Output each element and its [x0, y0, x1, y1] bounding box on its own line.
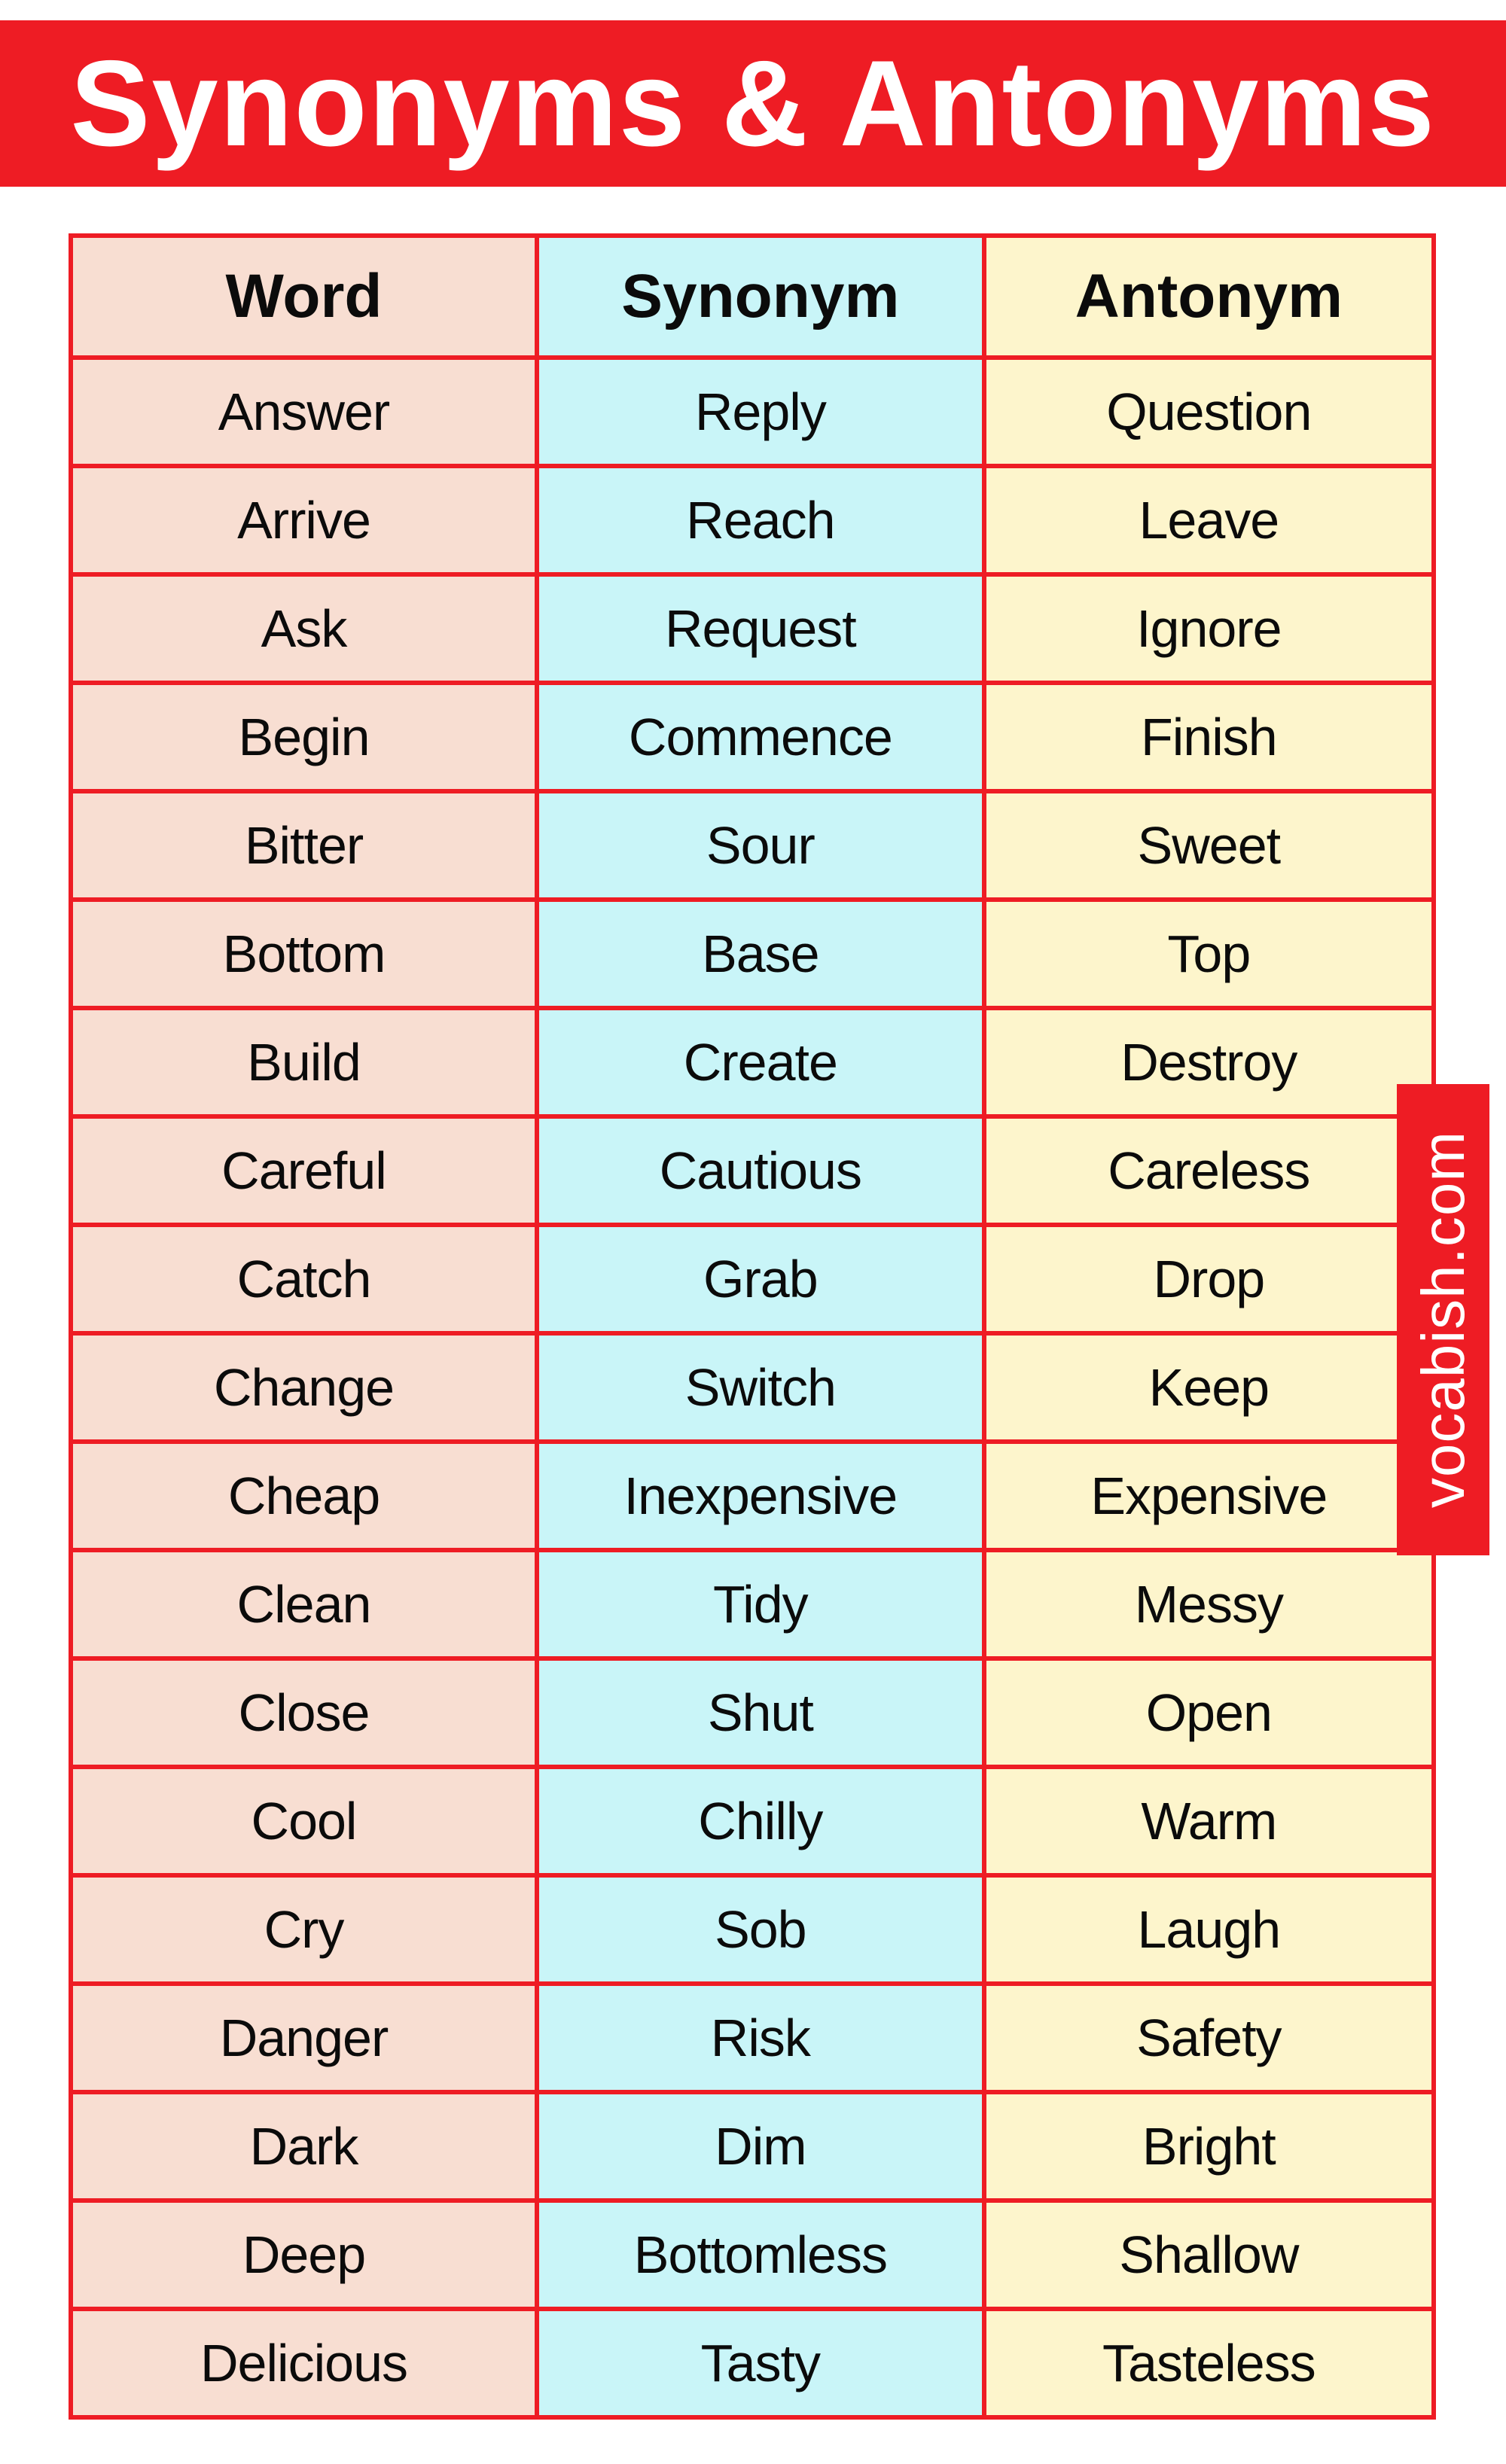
word-cell: Change [71, 1333, 538, 1442]
synonym-cell: Reach [537, 466, 984, 574]
synonym-cell: Inexpensive [537, 1442, 984, 1550]
word-cell: Close [71, 1658, 538, 1767]
antonym-cell: Drop [983, 1225, 1434, 1333]
antonym-cell: Top [983, 900, 1434, 1008]
antonym-cell: Messy [983, 1550, 1434, 1658]
word-cell: Ask [71, 574, 538, 683]
synonym-cell: Sob [537, 1875, 984, 1984]
antonym-cell: Expensive [983, 1442, 1434, 1550]
page-title: Synonyms & Antonyms [70, 35, 1436, 172]
column-header-synonym: Synonym [537, 236, 984, 358]
column-header-antonym: Antonym [983, 236, 1434, 358]
antonym-cell: Keep [983, 1333, 1434, 1442]
antonym-cell: Bright [983, 2092, 1434, 2201]
synonym-cell: Tasty [537, 2309, 984, 2417]
antonym-cell: Shallow [983, 2201, 1434, 2309]
synonym-cell: Request [537, 574, 984, 683]
word-cell: Bitter [71, 791, 538, 900]
word-cell: Begin [71, 683, 538, 791]
synonym-cell: Dim [537, 2092, 984, 2201]
antonym-cell: Ignore [983, 574, 1434, 683]
synonym-cell: Bottomless [537, 2201, 984, 2309]
antonym-cell: Safety [983, 1984, 1434, 2092]
synonyms-antonyms-table: Word Synonym Antonym Answer Reply Question… [69, 233, 1436, 2420]
antonym-cell: Warm [983, 1767, 1434, 1875]
word-cell: Cry [71, 1875, 538, 1984]
header-banner: Synonyms & Antonyms [0, 20, 1506, 187]
word-cell: Deep [71, 2201, 538, 2309]
column-header-word: Word [71, 236, 538, 358]
synonym-cell: Sour [537, 791, 984, 900]
synonym-cell: Tidy [537, 1550, 984, 1658]
word-cell: Answer [71, 358, 538, 466]
antonym-cell: Destroy [983, 1008, 1434, 1116]
synonym-cell: Commence [537, 683, 984, 791]
synonym-cell: Create [537, 1008, 984, 1116]
word-cell: Dark [71, 2092, 538, 2201]
synonym-cell: Grab [537, 1225, 984, 1333]
word-cell: Arrive [71, 466, 538, 574]
antonym-cell: Open [983, 1658, 1434, 1767]
watermark-tag: vocabish.com [1397, 1084, 1489, 1555]
antonym-cell: Tasteless [983, 2309, 1434, 2417]
synonym-cell: Base [537, 900, 984, 1008]
watermark-text: vocabish.com [1409, 1131, 1477, 1509]
word-cell: Catch [71, 1225, 538, 1333]
word-cell: Careful [71, 1116, 538, 1225]
synonym-cell: Switch [537, 1333, 984, 1442]
word-cell: Clean [71, 1550, 538, 1658]
antonym-cell: Sweet [983, 791, 1434, 900]
antonym-cell: Question [983, 358, 1434, 466]
word-cell: Bottom [71, 900, 538, 1008]
synonym-cell: Risk [537, 1984, 984, 2092]
synonym-cell: Cautious [537, 1116, 984, 1225]
word-cell: Build [71, 1008, 538, 1116]
antonym-cell: Careless [983, 1116, 1434, 1225]
word-cell: Cool [71, 1767, 538, 1875]
antonym-cell: Finish [983, 683, 1434, 791]
word-cell: Danger [71, 1984, 538, 2092]
synonym-cell: Reply [537, 358, 984, 466]
antonym-cell: Leave [983, 466, 1434, 574]
synonym-cell: Chilly [537, 1767, 984, 1875]
synonym-cell: Shut [537, 1658, 984, 1767]
word-cell: Delicious [71, 2309, 538, 2417]
antonym-cell: Laugh [983, 1875, 1434, 1984]
word-cell: Cheap [71, 1442, 538, 1550]
